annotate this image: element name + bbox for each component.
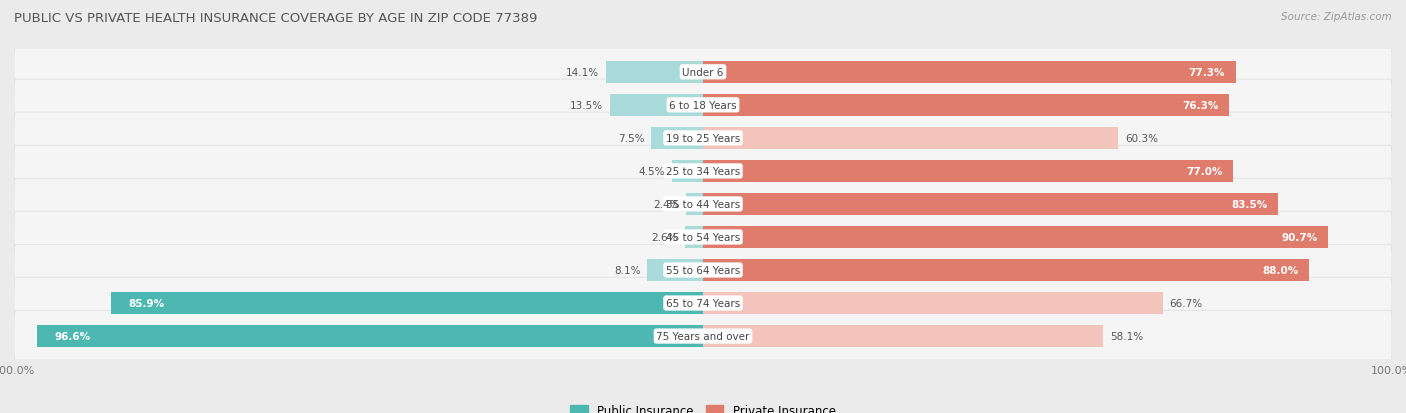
Text: 4.5%: 4.5% [638, 166, 665, 176]
Legend: Public Insurance, Private Insurance: Public Insurance, Private Insurance [565, 399, 841, 413]
Text: PUBLIC VS PRIVATE HEALTH INSURANCE COVERAGE BY AGE IN ZIP CODE 77389: PUBLIC VS PRIVATE HEALTH INSURANCE COVER… [14, 12, 537, 25]
Text: 6 to 18 Years: 6 to 18 Years [669, 101, 737, 111]
FancyBboxPatch shape [14, 47, 1392, 98]
Bar [111, 292, 703, 314]
Text: 2.6%: 2.6% [652, 233, 678, 242]
Text: 66.7%: 66.7% [1170, 298, 1202, 308]
Text: 55 to 64 Years: 55 to 64 Years [666, 265, 740, 275]
Text: 35 to 44 Years: 35 to 44 Years [666, 199, 740, 209]
Text: 85.9%: 85.9% [128, 298, 165, 308]
Text: 25 to 34 Years: 25 to 34 Years [666, 166, 740, 176]
FancyBboxPatch shape [14, 278, 1392, 329]
FancyBboxPatch shape [14, 80, 1392, 131]
Text: 58.1%: 58.1% [1111, 331, 1143, 341]
Text: 19 to 25 Years: 19 to 25 Years [666, 133, 740, 144]
Text: 60.3%: 60.3% [1125, 133, 1159, 144]
Bar [703, 259, 1309, 282]
Bar [685, 226, 703, 249]
Bar [686, 193, 703, 216]
Text: 96.6%: 96.6% [55, 331, 91, 341]
Bar [703, 325, 1104, 347]
Bar [38, 325, 703, 347]
FancyBboxPatch shape [14, 244, 1392, 296]
FancyBboxPatch shape [14, 179, 1392, 230]
FancyBboxPatch shape [14, 113, 1392, 164]
FancyBboxPatch shape [14, 311, 1392, 362]
Text: 77.0%: 77.0% [1187, 166, 1223, 176]
Text: 65 to 74 Years: 65 to 74 Years [666, 298, 740, 308]
Text: 77.3%: 77.3% [1188, 68, 1225, 78]
Bar [703, 62, 1236, 84]
Bar [703, 127, 1118, 150]
Bar [647, 259, 703, 282]
Bar [606, 62, 703, 84]
Bar [703, 160, 1233, 183]
Text: 75 Years and over: 75 Years and over [657, 331, 749, 341]
FancyBboxPatch shape [14, 146, 1392, 197]
Bar [672, 160, 703, 183]
Bar [610, 95, 703, 117]
Text: 76.3%: 76.3% [1182, 101, 1219, 111]
Bar [703, 292, 1163, 314]
Text: 83.5%: 83.5% [1232, 199, 1268, 209]
Text: 88.0%: 88.0% [1263, 265, 1299, 275]
Text: 14.1%: 14.1% [565, 68, 599, 78]
Text: 90.7%: 90.7% [1281, 233, 1317, 242]
Bar [651, 127, 703, 150]
Bar [703, 95, 1229, 117]
Text: 7.5%: 7.5% [619, 133, 644, 144]
Bar [703, 226, 1327, 249]
Text: 13.5%: 13.5% [569, 101, 603, 111]
Text: Source: ZipAtlas.com: Source: ZipAtlas.com [1281, 12, 1392, 22]
Text: Under 6: Under 6 [682, 68, 724, 78]
Bar [703, 193, 1278, 216]
Text: 2.4%: 2.4% [652, 199, 679, 209]
Text: 45 to 54 Years: 45 to 54 Years [666, 233, 740, 242]
FancyBboxPatch shape [14, 212, 1392, 263]
Text: 8.1%: 8.1% [614, 265, 640, 275]
